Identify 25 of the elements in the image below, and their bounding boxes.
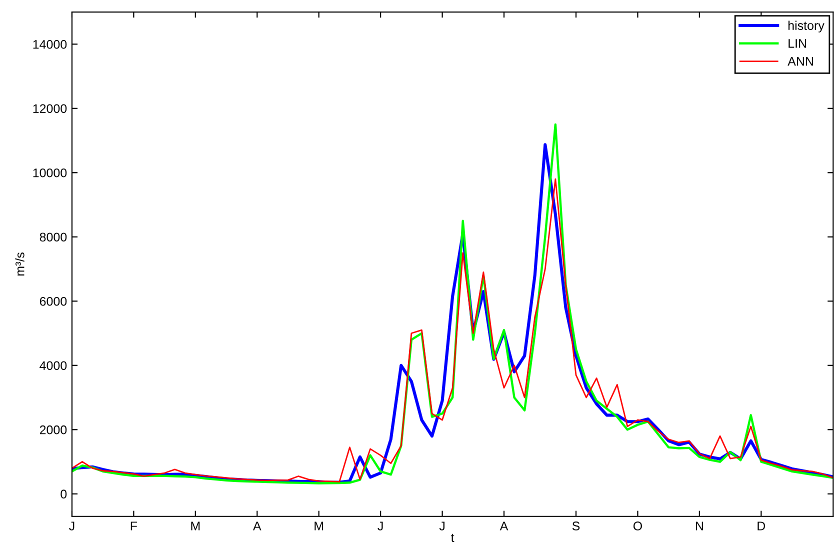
x-tick-label: M [314,522,324,530]
y-tick-label: 6000 [40,296,67,306]
legend-label: ANN [788,57,813,66]
x-tick-label: A [252,522,262,530]
y-tick-label: 12000 [33,104,67,114]
y-tick-label: 10000 [33,168,67,178]
y-tick-label: 0 [60,490,67,499]
y-tick-label: 8000 [40,232,67,242]
y-tick-label: 2000 [40,425,67,434]
y-tick-label: 4000 [40,361,67,370]
x-tick-label: J [378,522,383,530]
y-tick-label: 14000 [33,40,67,49]
legend-label: history [788,20,824,32]
legend-label: LIN [788,39,806,48]
x-tick-label: N [696,522,703,530]
x-tick-label: J [439,522,444,530]
x-tick-label: S [572,522,580,530]
x-tick-label: O [633,522,642,530]
x-tick-label: F [130,522,138,530]
x-axis-title: t [451,534,454,542]
x-tick-label: D [758,522,766,530]
x-tick-label: M [191,522,200,530]
y-axis-title: m³/s [15,252,24,276]
x-tick-label: A [500,522,508,530]
x-tick-label: J [69,522,74,530]
